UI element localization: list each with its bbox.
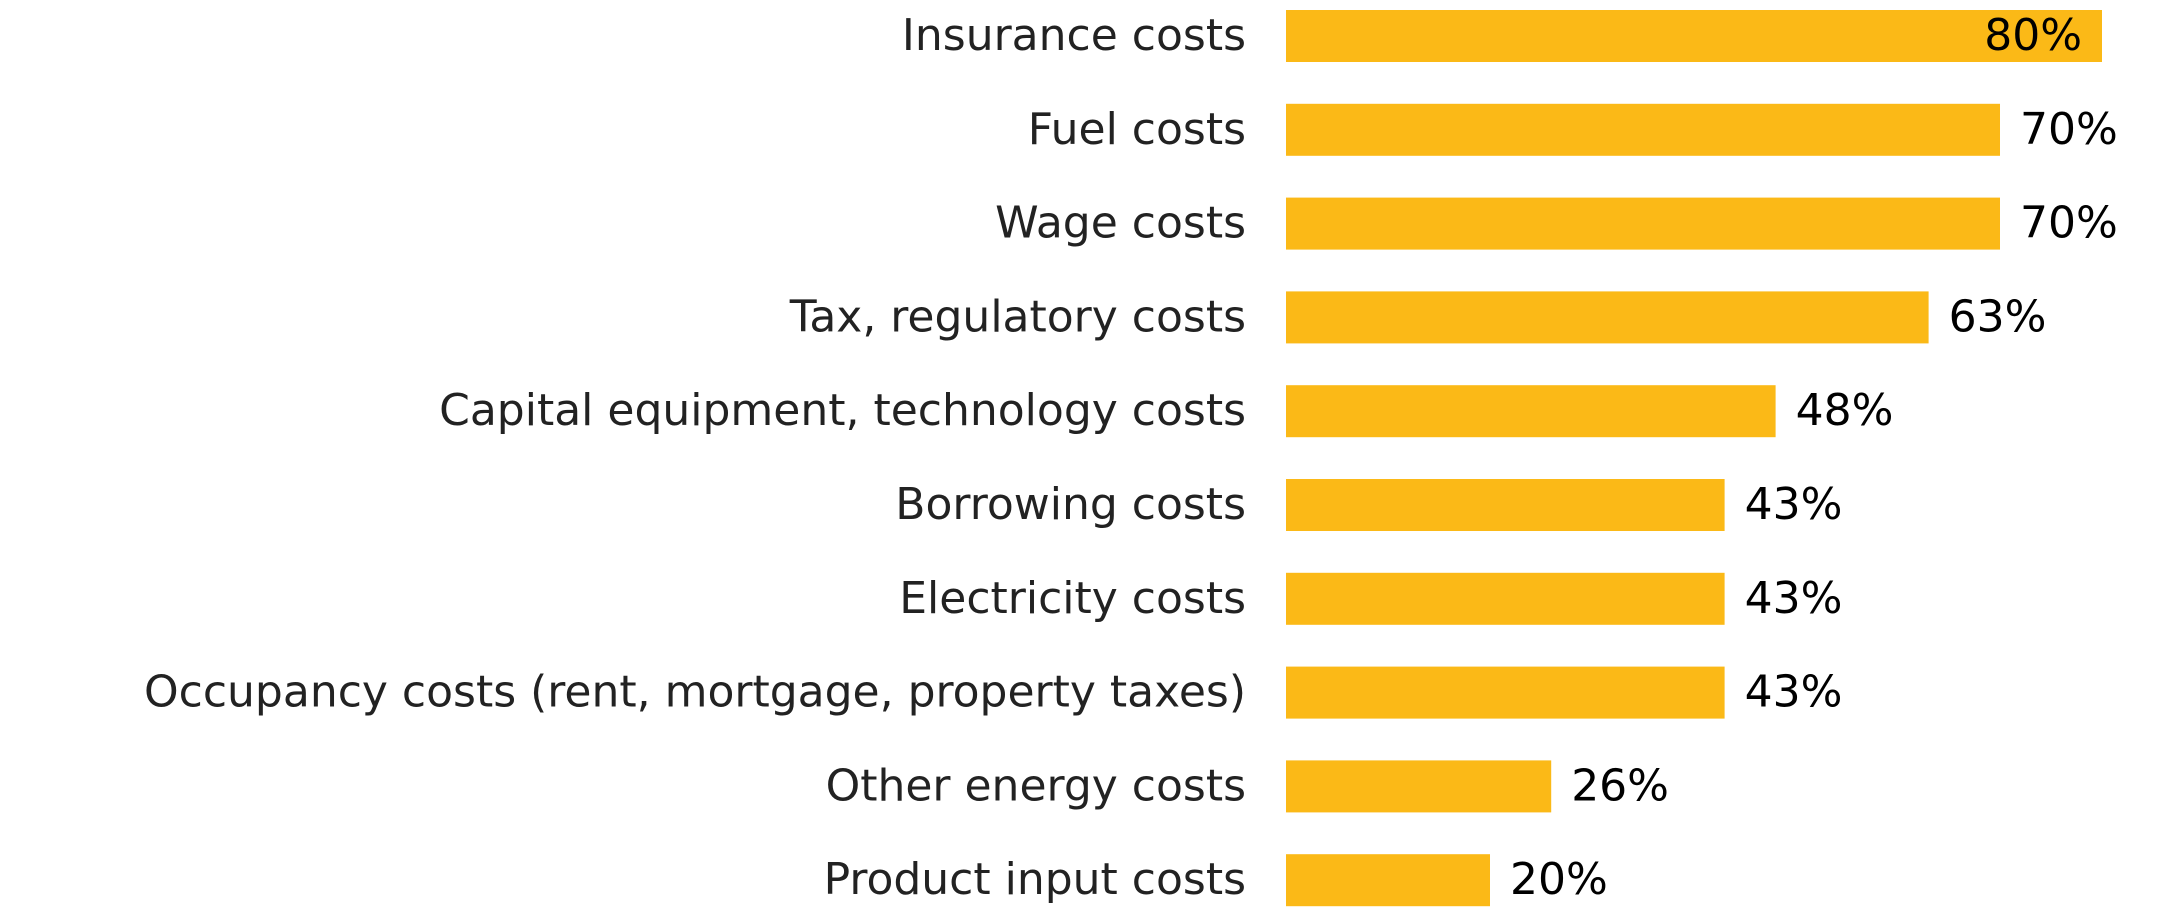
category-label: Occupancy costs (rent, mortgage, propert… <box>144 667 1246 718</box>
bar <box>1286 572 1725 625</box>
value-label: 70% <box>2020 198 2118 249</box>
bar <box>1286 666 1725 719</box>
bar <box>1286 10 2102 62</box>
value-label: 43% <box>1745 573 1843 624</box>
category-label: Product input costs <box>824 854 1246 905</box>
bar <box>1286 197 2000 250</box>
category-label: Borrowing costs <box>895 479 1246 530</box>
value-label: 26% <box>1571 760 1669 811</box>
category-label: Capital equipment, technology costs <box>439 385 1246 436</box>
bar <box>1286 291 1929 344</box>
bar <box>1286 103 2000 156</box>
bar <box>1286 854 1490 907</box>
category-label: Wage costs <box>995 198 1246 249</box>
value-label: 80% <box>1984 10 2082 61</box>
value-label: 70% <box>2020 104 2118 155</box>
category-label: Insurance costs <box>902 10 1246 61</box>
category-label: Electricity costs <box>899 573 1246 624</box>
category-label: Fuel costs <box>1028 104 1246 155</box>
value-label: 43% <box>1745 479 1843 530</box>
bar <box>1286 385 1776 438</box>
value-label: 43% <box>1745 667 1843 718</box>
value-label: 20% <box>1510 854 1608 905</box>
category-label: Tax, regulatory costs <box>789 291 1246 342</box>
value-label: 63% <box>1949 291 2047 342</box>
bar <box>1286 479 1725 531</box>
bar <box>1286 760 1552 813</box>
value-label: 48% <box>1796 385 1894 436</box>
category-label: Other energy costs <box>826 760 1246 811</box>
